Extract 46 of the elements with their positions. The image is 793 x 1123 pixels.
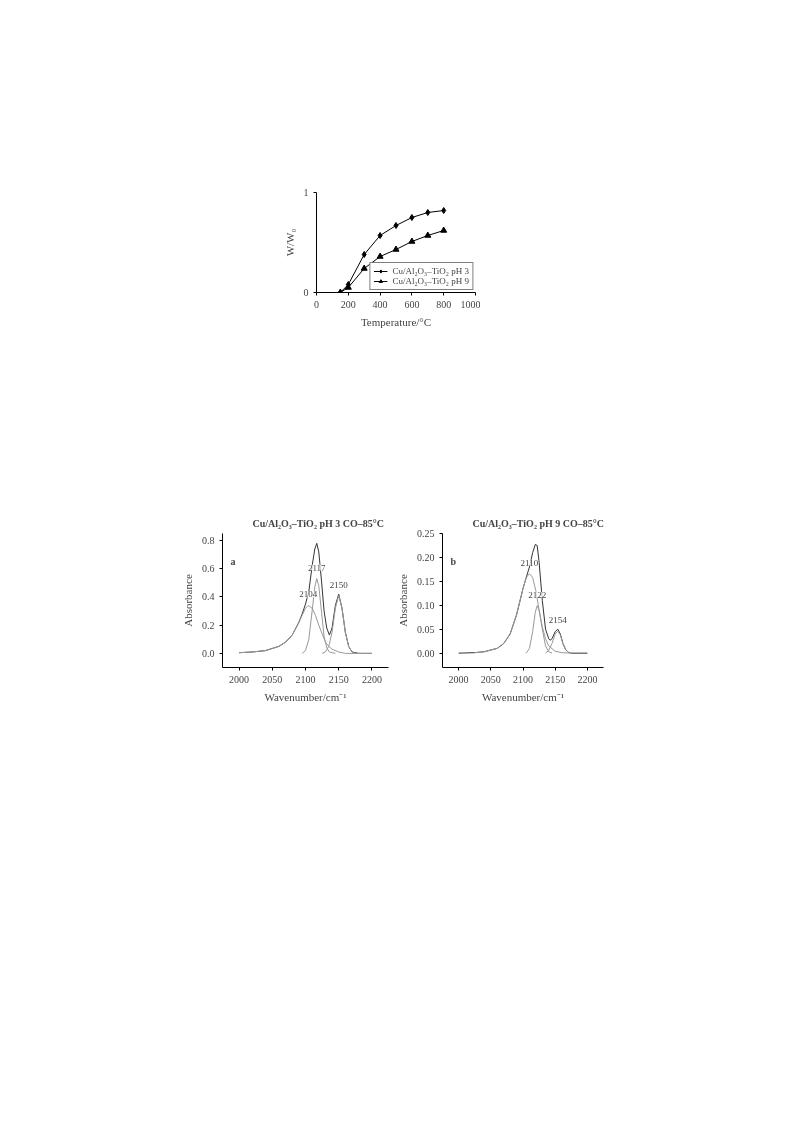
x-tick-label: 2000 — [448, 673, 469, 685]
x-axis-title: Wavenumber/cm⁻¹ — [481, 690, 565, 703]
x-tick-label: 200 — [340, 298, 356, 310]
x-axis-title: Temperature/°C — [360, 315, 432, 328]
annotation: 2104 — [299, 589, 318, 600]
annotation: 2154 — [548, 615, 568, 626]
y-tick-label: 0.00 — [417, 647, 435, 659]
y-tick-label: 0.15 — [417, 575, 435, 587]
x-tick-label: 600 — [404, 298, 420, 310]
chart-title: Cu/Al₂O₃–TiO₂ pH 3 CO–85°C — [252, 517, 384, 529]
x-tick-label: 2200 — [577, 673, 598, 685]
annotation: 2150 — [329, 579, 349, 590]
y-tick-label: 0.05 — [417, 623, 435, 635]
x-tick-label: 400 — [372, 298, 388, 310]
chart-title: Cu/Al₂O₃–TiO₂ pH 9 CO–85°C — [472, 517, 604, 529]
y-axis-title: W/W₀ — [283, 228, 296, 257]
y-tick-label: 1 — [303, 187, 309, 198]
x-tick-label: 2200 — [361, 673, 382, 685]
x-tick-label: 2100 — [513, 673, 533, 685]
annotation: 2110 — [520, 557, 539, 568]
y-tick-label: 0.0 — [202, 647, 215, 659]
annotation: b — [450, 555, 457, 567]
y-tick-label: 0.4 — [202, 591, 215, 603]
annotation: 2117 — [307, 562, 327, 573]
x-tick-label: 2150 — [545, 673, 566, 685]
x-tick-label: 1000 — [460, 298, 481, 310]
legend-label: Cu/Al₂O₃–TiO₂ pH 9 — [392, 276, 469, 286]
annotation: 2122 — [528, 589, 547, 600]
x-tick-label: 2000 — [229, 673, 250, 685]
y-tick-label: 0.8 — [202, 535, 215, 547]
x-tick-label: 0 — [314, 298, 319, 310]
x-axis-title: Wavenumber/cm⁻¹ — [264, 690, 347, 703]
x-tick-label: 2100 — [295, 673, 316, 685]
x-tick-label: 2050 — [480, 673, 501, 685]
y-tick-label: 0.20 — [417, 551, 435, 563]
x-tick-label: 800 — [436, 298, 452, 310]
legend-label: Cu/Al₂O₃–TiO₂ pH 3 — [392, 266, 469, 276]
x-tick-label: 2050 — [262, 673, 283, 685]
y-tick-label: 0.10 — [417, 599, 435, 611]
y-axis-title: Absorbance — [397, 574, 409, 627]
x-tick-label: 2150 — [328, 673, 349, 685]
y-tick-label: 0.25 — [417, 528, 435, 539]
y-tick-label: 0.6 — [202, 563, 215, 575]
y-tick-label: 0.2 — [202, 619, 215, 631]
y-axis-title: Absorbance — [182, 574, 194, 627]
annotation: a — [230, 555, 236, 567]
